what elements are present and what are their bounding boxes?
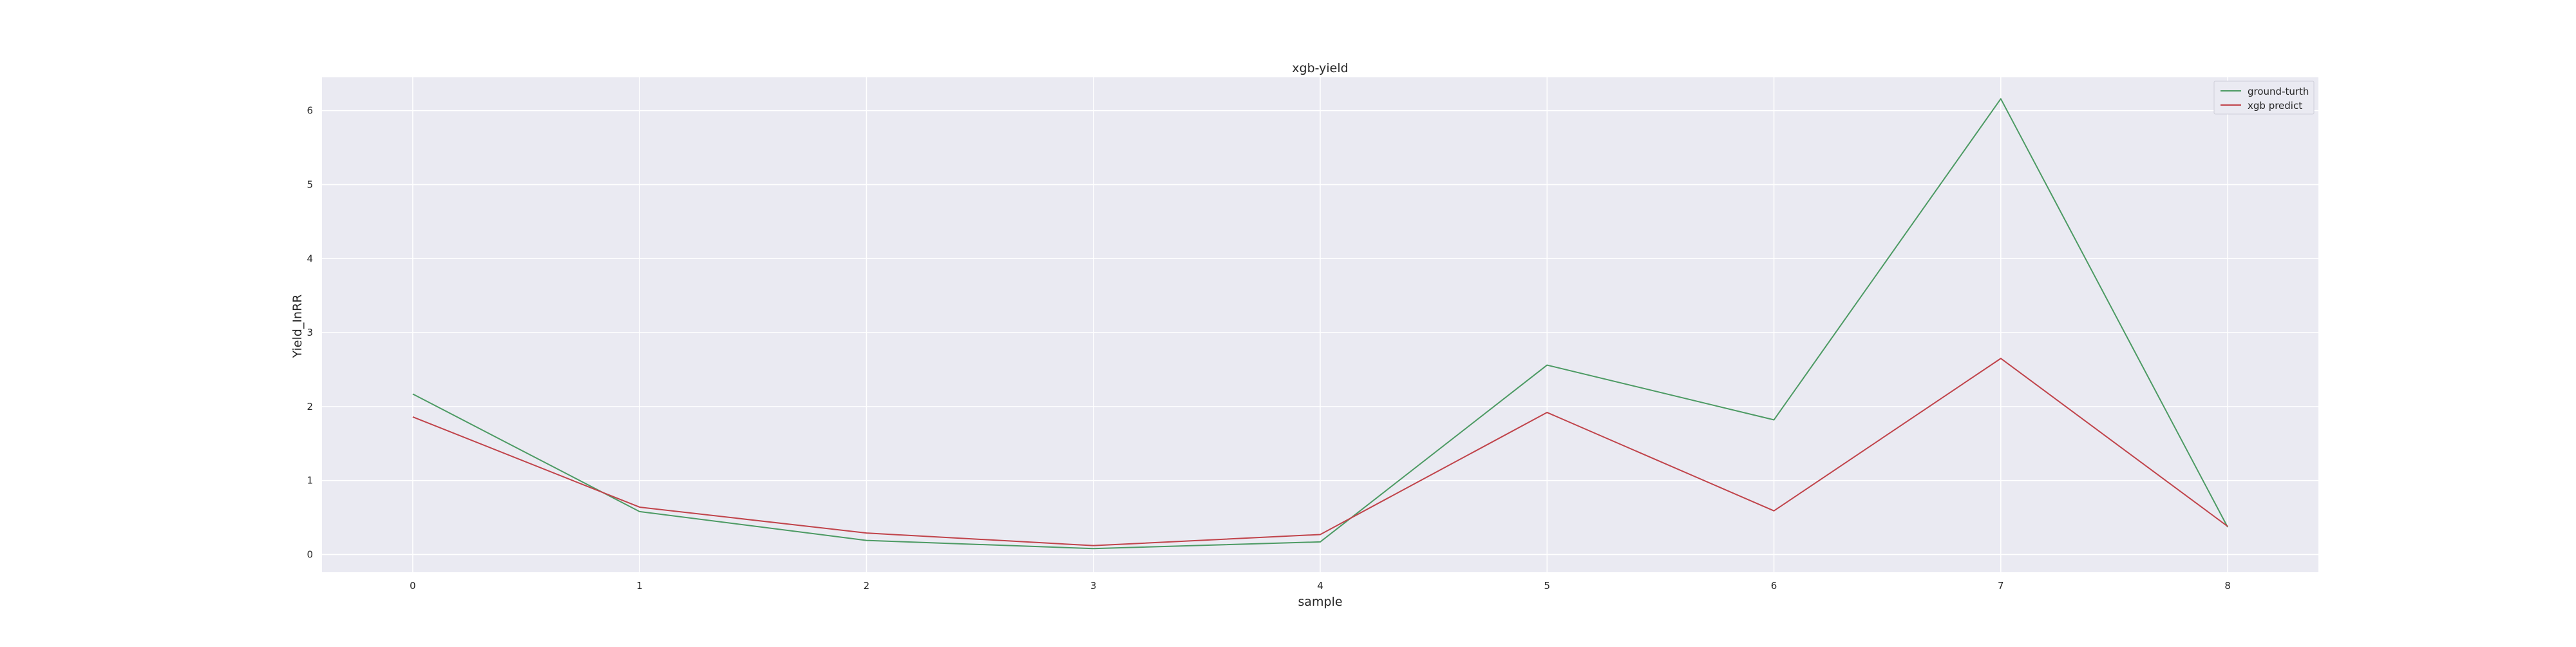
x-tick-label: 5 [1544, 580, 1550, 592]
legend-label-xgb-predict: xgb predict [2248, 100, 2302, 111]
x-tick-labels: 0 1 2 3 4 5 6 7 8 [410, 580, 2231, 592]
series-lines [412, 98, 2228, 550]
x-tick-label: 7 [1998, 580, 2004, 592]
chart-title: xgb-yield [1292, 61, 1348, 75]
x-axis-label: sample [1298, 595, 1342, 609]
y-axis-label: Yield_InRR [290, 295, 305, 359]
legend-label-ground-turth: ground-turth [2248, 86, 2309, 97]
x-tick-label: 1 [636, 580, 643, 592]
y-tick-label: 6 [307, 105, 313, 117]
series-line-ground-turth [412, 98, 2228, 550]
y-tick-labels: 0 1 2 3 4 5 6 [307, 105, 313, 561]
legend-box [2213, 81, 2315, 115]
x-tick-label: 8 [2224, 580, 2231, 592]
grid-lines [322, 77, 2318, 572]
y-tick-label: 3 [307, 327, 313, 338]
y-tick-label: 5 [307, 179, 313, 190]
x-tick-label: 3 [1090, 580, 1097, 592]
x-tick-label: 4 [1317, 580, 1323, 592]
series-line-xgb-predict [412, 358, 2228, 546]
y-tick-label: 1 [307, 475, 313, 487]
legend: ground-turth xgb predict [2213, 81, 2315, 115]
y-tick-label: 4 [307, 253, 313, 264]
x-tick-label: 2 [864, 580, 870, 592]
x-tick-label: 0 [410, 580, 416, 592]
y-tick-label: 2 [307, 401, 313, 412]
x-tick-label: 6 [1771, 580, 1777, 592]
y-tick-label: 0 [307, 548, 313, 560]
